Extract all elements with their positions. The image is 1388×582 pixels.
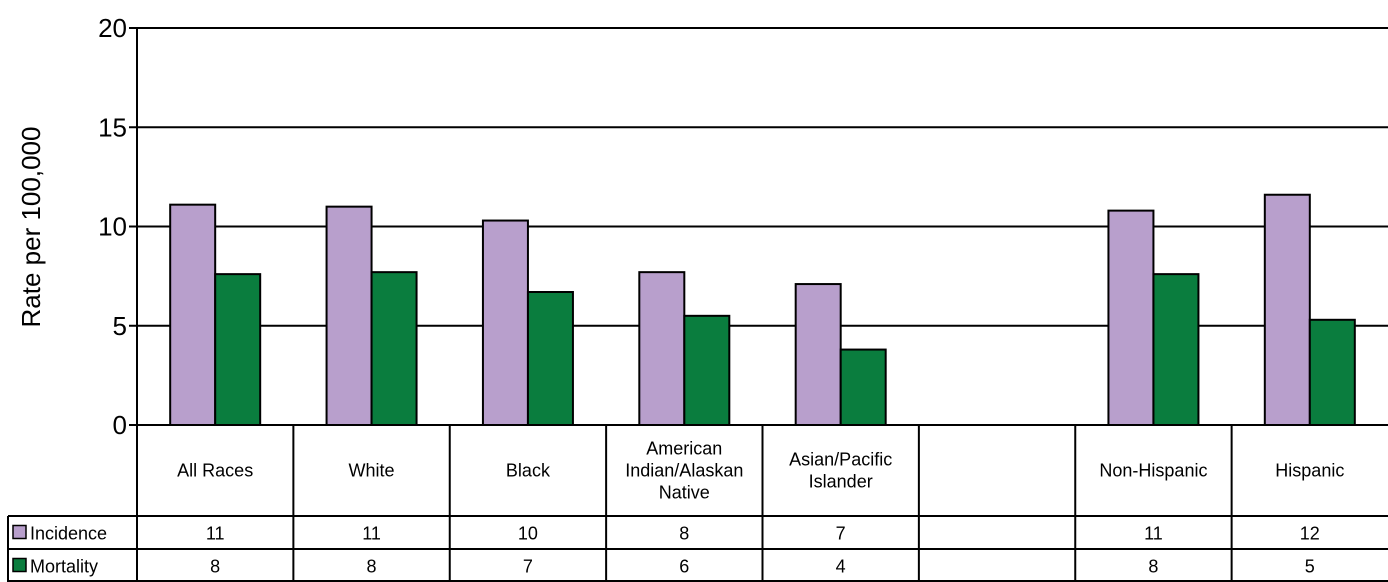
category-label: Black	[506, 461, 551, 481]
bar-mortality	[1308, 318, 1356, 427]
category-label: All Races	[177, 461, 253, 481]
bar-incidence	[1107, 209, 1155, 426]
data-label-incidence: 7	[836, 524, 846, 544]
legend-label-mortality: Mortality	[30, 557, 98, 577]
data-label-incidence: 11	[362, 524, 381, 544]
bar-mortality	[839, 348, 887, 427]
bars-group	[169, 193, 1356, 427]
category-label: American	[646, 439, 722, 459]
bar-mortality	[526, 291, 574, 426]
data-label-incidence: 11	[1144, 524, 1163, 544]
bar-mortality	[683, 314, 731, 427]
legend-swatch-mortality	[12, 557, 27, 573]
legend-label-incidence: Incidence	[30, 524, 107, 544]
bar-mortality	[214, 273, 262, 427]
data-label-mortality: 5	[1305, 557, 1315, 577]
bar-incidence	[1263, 193, 1311, 426]
data-label-incidence: 8	[679, 524, 689, 544]
y-axis: 0 5 10 15 20	[98, 13, 138, 440]
y-tick-label: 10	[98, 212, 127, 242]
data-label-incidence: 10	[518, 524, 538, 544]
data-label-mortality: 8	[367, 557, 377, 577]
bar-incidence	[325, 205, 373, 426]
y-tick-label: 15	[98, 112, 127, 142]
y-tick-label: 0	[113, 410, 127, 440]
data-label-mortality: 8	[1148, 557, 1158, 577]
category-label: Non-Hispanic	[1099, 461, 1207, 481]
category-label: Islander	[809, 472, 873, 492]
category-label: Asian/Pacific	[789, 450, 892, 470]
category-label: Indian/Alaskan	[625, 461, 743, 481]
legend-swatch-incidence	[12, 524, 27, 540]
data-label-mortality: 7	[523, 557, 533, 577]
data-label-incidence: 12	[1300, 524, 1320, 544]
y-tick-label: 5	[113, 311, 127, 341]
bar-incidence	[169, 203, 217, 426]
y-axis-label: Rate per 100,000	[16, 127, 46, 328]
data-label-mortality: 4	[836, 557, 846, 577]
data-label-mortality: 8	[210, 557, 220, 577]
data-label-incidence: 11	[206, 524, 225, 544]
category-label: Hispanic	[1275, 461, 1344, 481]
bar-incidence	[481, 219, 529, 426]
bar-mortality	[370, 271, 418, 426]
bar-mortality	[1152, 273, 1200, 427]
category-label: White	[349, 461, 395, 481]
data-table: All Races White Black AmericanIndian/Alaska…	[7, 424, 1388, 582]
gridlines	[137, 27, 1388, 327]
bar-incidence	[794, 283, 842, 426]
category-label: Native	[659, 483, 710, 503]
data-label-mortality: 6	[679, 557, 689, 577]
y-tick-label: 20	[98, 13, 127, 43]
bar-incidence	[638, 271, 686, 426]
